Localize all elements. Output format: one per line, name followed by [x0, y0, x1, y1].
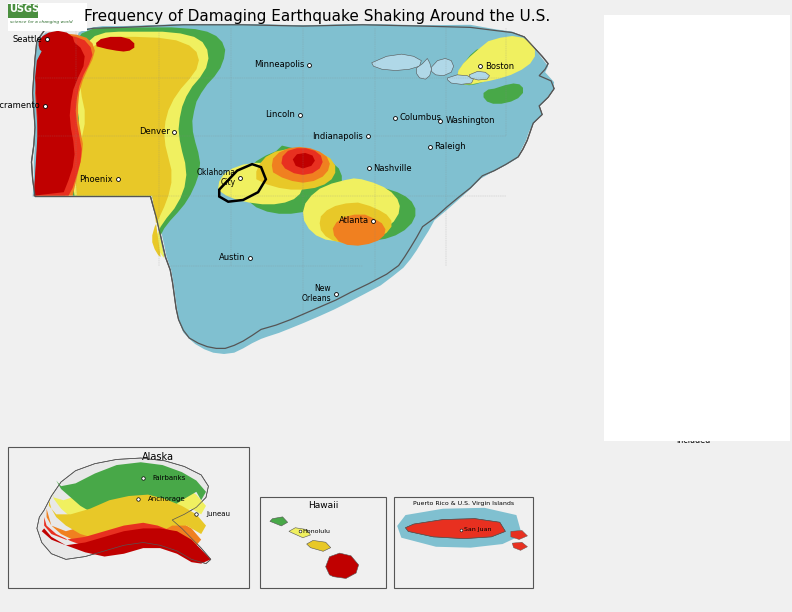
Text: New
Orleans: New Orleans — [302, 284, 331, 304]
Polygon shape — [417, 59, 432, 79]
Text: Areas where
suspected
nontectonic
earthquakes
are not
included: Areas where suspected nontectonic earthq… — [676, 380, 726, 445]
Polygon shape — [333, 215, 386, 245]
Polygon shape — [307, 540, 331, 551]
Text: Columbus: Columbus — [400, 113, 442, 122]
Polygon shape — [512, 542, 527, 550]
Text: 10 – 20: 10 – 20 — [676, 269, 712, 278]
Polygon shape — [70, 28, 225, 258]
Text: Puerto Rico & U.S. Virgin Islands: Puerto Rico & U.S. Virgin Islands — [413, 501, 514, 507]
Polygon shape — [289, 528, 310, 538]
Text: Phoenix: Phoenix — [79, 175, 112, 184]
Polygon shape — [32, 25, 554, 348]
Text: 100 – 250: 100 – 250 — [676, 195, 724, 204]
Text: Nashville: Nashville — [374, 164, 412, 173]
Text: 50 – 100: 50 – 100 — [676, 219, 718, 229]
Text: Seattle: Seattle — [13, 35, 42, 44]
Polygon shape — [447, 75, 474, 84]
Text: Boston: Boston — [485, 62, 514, 71]
Text: Lincoln: Lincoln — [265, 110, 295, 119]
Bar — [613, 263, 665, 284]
Polygon shape — [320, 203, 391, 243]
Text: Hawaii: Hawaii — [308, 501, 338, 510]
Polygon shape — [270, 517, 287, 526]
Polygon shape — [76, 37, 199, 257]
Polygon shape — [406, 519, 505, 539]
Bar — [613, 312, 665, 334]
Polygon shape — [469, 72, 489, 80]
Text: Sacramento: Sacramento — [0, 102, 40, 110]
Polygon shape — [371, 54, 421, 70]
Text: Fairbanks: Fairbanks — [153, 475, 186, 481]
Text: Expected number
of occurrences of
damaging
earthquake
shaking
in 10,000 years: Expected number of occurrences of damagi… — [613, 32, 699, 106]
Polygon shape — [281, 148, 322, 175]
Polygon shape — [96, 37, 135, 51]
Text: Alaska: Alaska — [142, 452, 173, 463]
Polygon shape — [51, 475, 206, 534]
Polygon shape — [484, 83, 523, 104]
Text: Washington: Washington — [445, 116, 495, 125]
Text: San Juan: San Juan — [464, 527, 491, 532]
Polygon shape — [457, 41, 527, 85]
Polygon shape — [218, 163, 303, 204]
Text: Indianapolis: Indianapolis — [312, 132, 363, 141]
Text: < 2: < 2 — [676, 343, 694, 353]
Text: Minneapolis: Minneapolis — [253, 61, 304, 69]
Bar — [613, 189, 665, 210]
Polygon shape — [326, 553, 359, 578]
Polygon shape — [49, 494, 206, 542]
Polygon shape — [511, 531, 527, 540]
Polygon shape — [37, 458, 211, 564]
Polygon shape — [398, 508, 522, 548]
Polygon shape — [70, 24, 554, 354]
Text: Anchorage: Anchorage — [148, 496, 185, 502]
Polygon shape — [243, 146, 342, 214]
Polygon shape — [293, 153, 315, 168]
Polygon shape — [73, 32, 208, 258]
Bar — [613, 401, 665, 424]
Polygon shape — [344, 188, 415, 241]
Polygon shape — [44, 517, 201, 554]
Polygon shape — [272, 147, 329, 183]
Text: Austin: Austin — [219, 253, 246, 263]
Text: science for a changing world: science for a changing world — [10, 20, 72, 24]
Polygon shape — [457, 36, 535, 84]
Polygon shape — [432, 59, 454, 76]
Polygon shape — [32, 32, 73, 196]
Text: Denver: Denver — [139, 127, 169, 136]
Polygon shape — [56, 462, 206, 524]
Text: Atlanta: Atlanta — [339, 216, 369, 225]
Text: 20 – 50: 20 – 50 — [676, 244, 712, 254]
Polygon shape — [34, 34, 95, 196]
Polygon shape — [42, 528, 211, 564]
Bar — [613, 288, 665, 309]
Bar — [613, 238, 665, 259]
Polygon shape — [34, 39, 85, 196]
Bar — [8, 4, 38, 18]
Polygon shape — [257, 148, 335, 190]
Text: 2 – 4: 2 – 4 — [676, 318, 699, 328]
Bar — [613, 164, 665, 185]
Text: Frequency of Damaging Earthquake Shaking Around the U.S.: Frequency of Damaging Earthquake Shaking… — [84, 9, 550, 24]
Text: > 250: > 250 — [676, 170, 706, 180]
Polygon shape — [39, 31, 74, 55]
Polygon shape — [406, 519, 505, 539]
Text: USGS: USGS — [10, 4, 40, 15]
Text: Juneau: Juneau — [206, 511, 230, 517]
Polygon shape — [47, 509, 201, 548]
Text: Raleigh: Raleigh — [435, 143, 466, 151]
Polygon shape — [34, 35, 93, 196]
Text: Oklahoma
City: Oklahoma City — [196, 168, 235, 187]
Text: Honolulu: Honolulu — [303, 529, 331, 534]
Bar — [613, 337, 665, 358]
Text: 4 – 10: 4 – 10 — [676, 293, 706, 303]
Bar — [613, 214, 665, 235]
Polygon shape — [303, 178, 400, 241]
